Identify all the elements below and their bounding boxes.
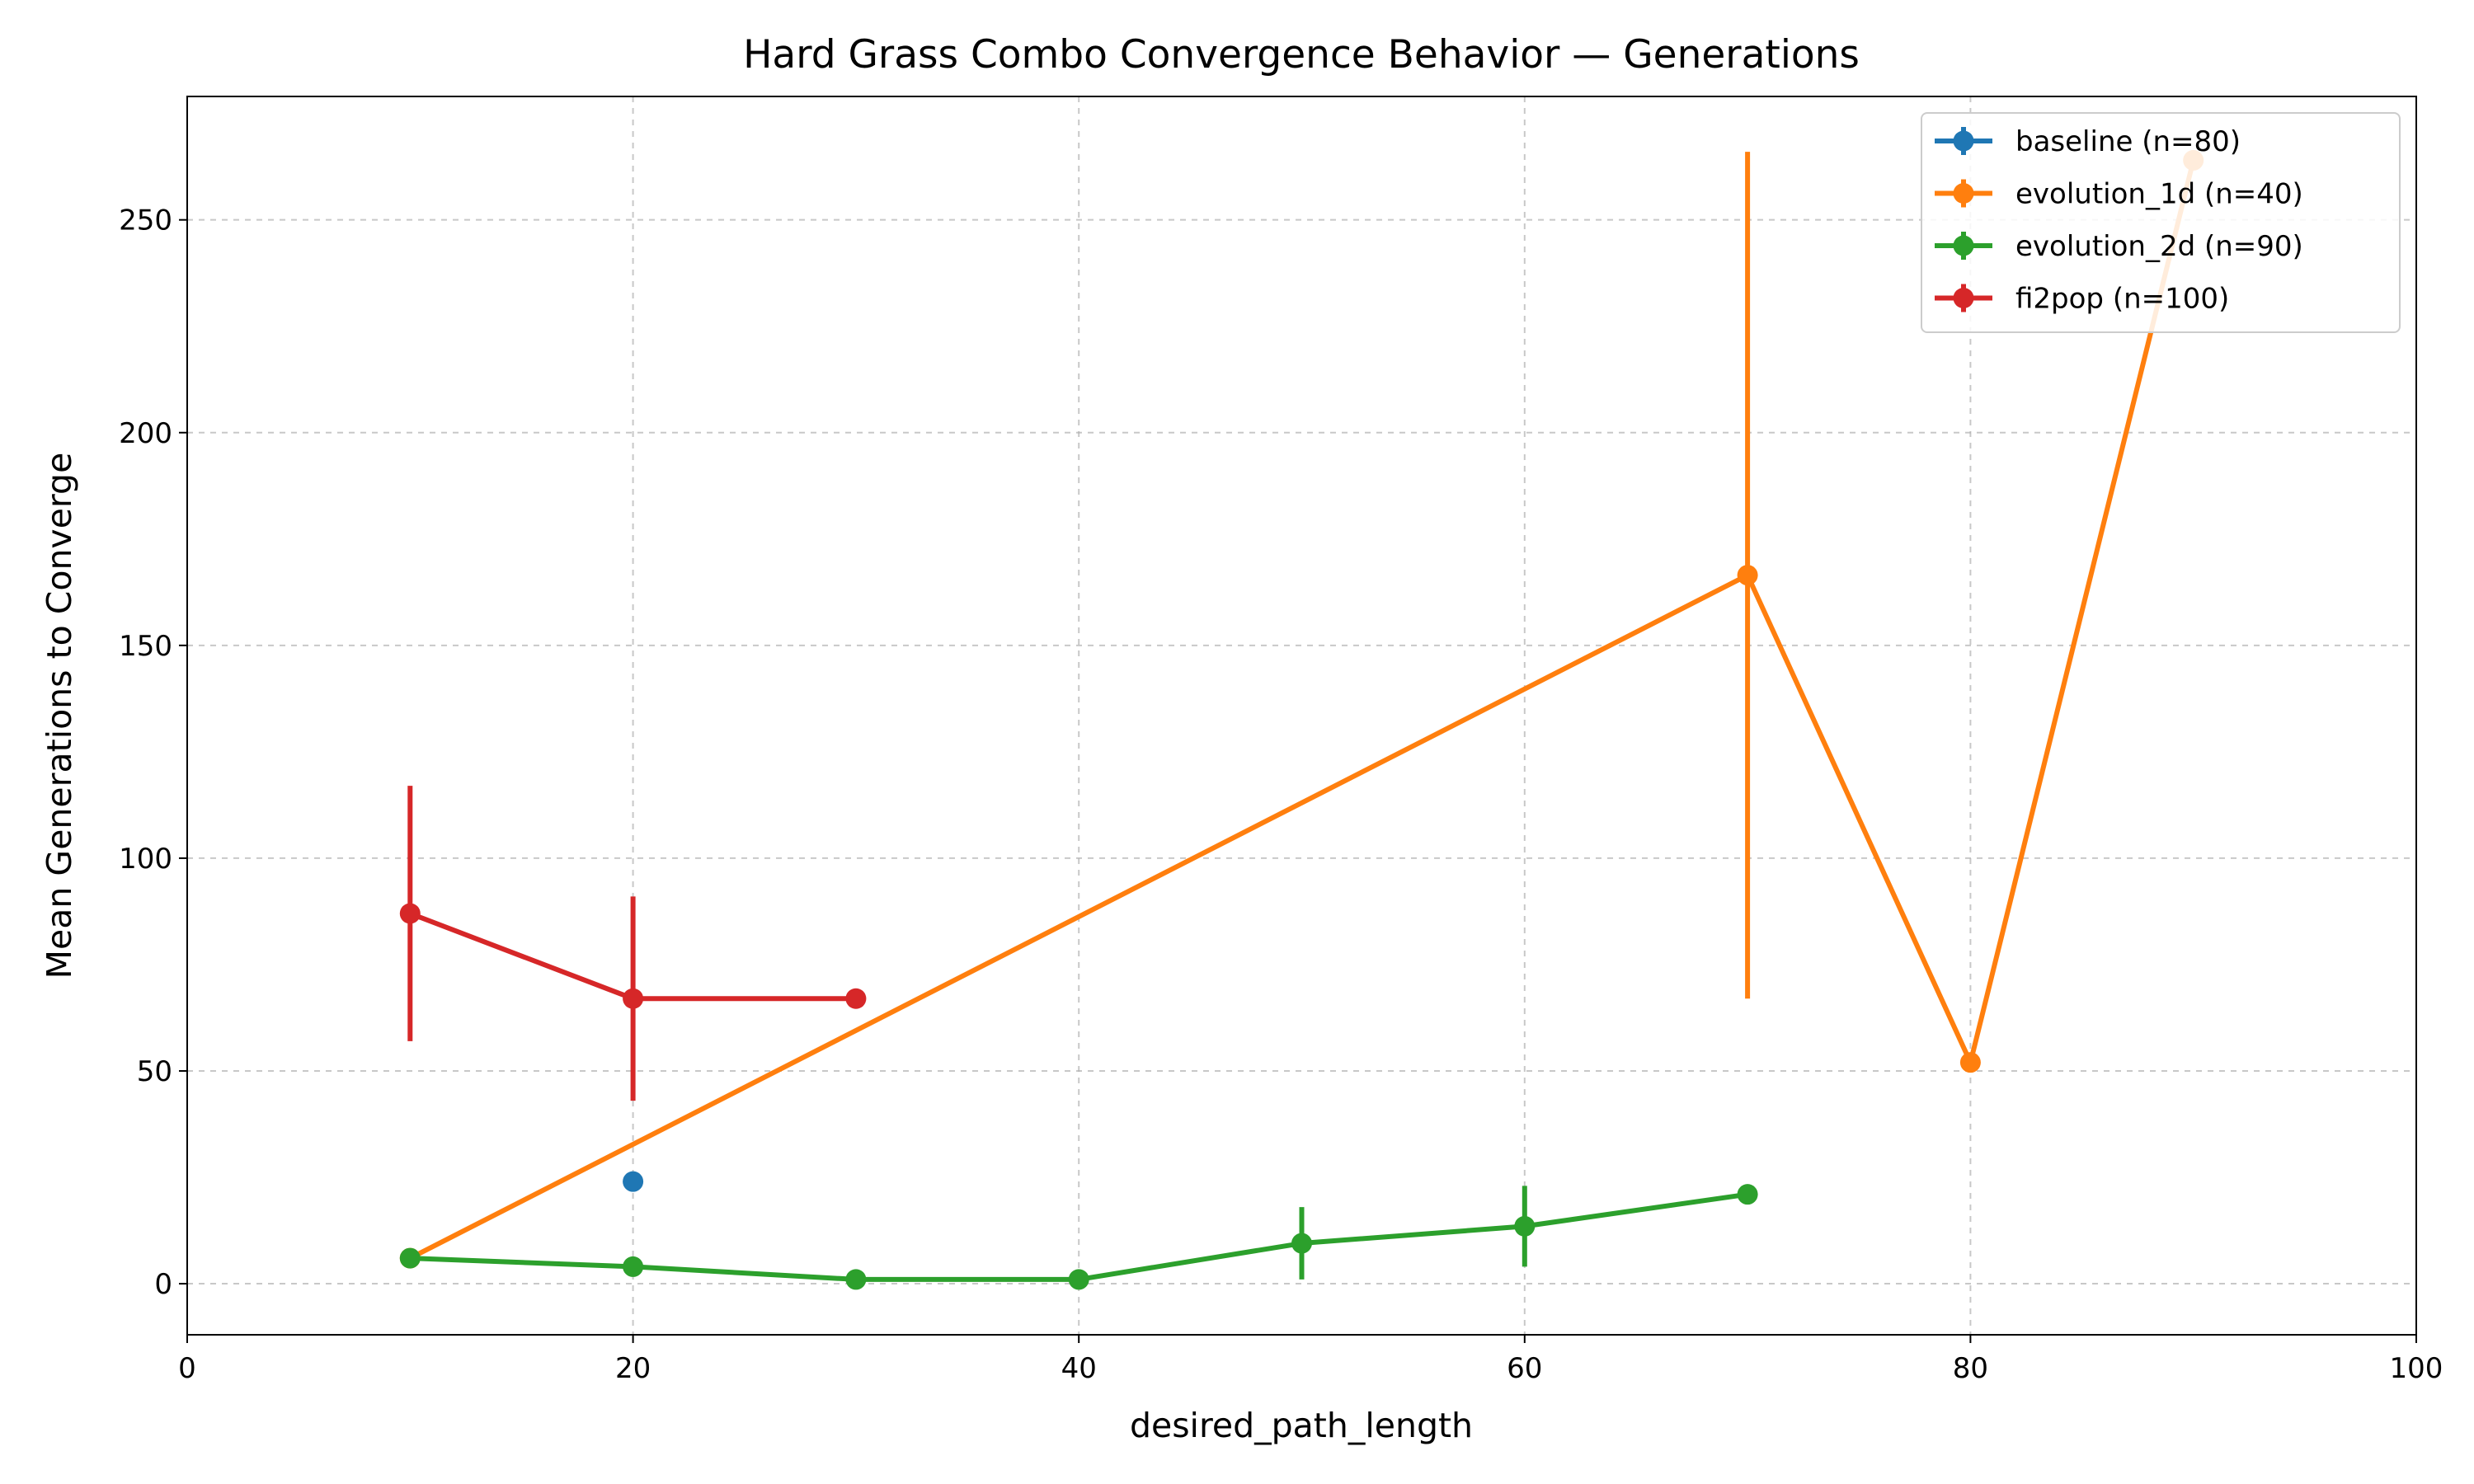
y-tick-label: 150 — [119, 630, 172, 663]
data-point — [1737, 1184, 1758, 1205]
legend-box — [1921, 112, 2401, 333]
series-2 — [399, 1184, 1758, 1290]
data-point — [1737, 565, 1758, 586]
y-tick-label: 250 — [119, 204, 172, 237]
y-tick-label: 50 — [137, 1055, 172, 1088]
legend: baseline (n=80) evolution_1d (n=40) evolut… — [1921, 112, 2401, 333]
x-tick-label: 80 — [1953, 1352, 1988, 1385]
legend-entry: evolution_2d (n=90) — [1935, 230, 2303, 263]
grid — [187, 96, 2416, 1335]
legend-label: fi2pop (n=100) — [2015, 283, 2229, 316]
data-point — [1291, 1233, 1312, 1254]
series-3 — [399, 786, 867, 1101]
y-tick-label: 100 — [119, 843, 172, 876]
x-tick-label: 40 — [1061, 1352, 1097, 1385]
data-point — [623, 1171, 644, 1192]
data-point — [399, 903, 421, 924]
data-point — [623, 988, 644, 1009]
x-tick-label: 20 — [615, 1352, 651, 1385]
ticks: 0 20 40 60 80 100 0 50 100 150 200 250 — [119, 204, 2443, 1385]
legend-label: baseline (n=80) — [2015, 125, 2241, 158]
plot-frame — [186, 96, 2417, 1336]
x-tick-label: 100 — [2390, 1352, 2443, 1385]
data-point — [845, 988, 867, 1009]
legend-marker — [1953, 130, 1974, 152]
x-tick-label: 60 — [1507, 1352, 1542, 1385]
series-layer — [399, 149, 2204, 1290]
legend-label: evolution_2d (n=90) — [2015, 230, 2303, 263]
data-point — [1514, 1215, 1536, 1237]
legend-marker — [1953, 288, 1974, 308]
chart-title: Hard Grass Combo Convergence Behavior — … — [743, 32, 1860, 77]
data-point — [1959, 1052, 1981, 1073]
data-point — [623, 1256, 644, 1277]
y-tick-label: 0 — [154, 1268, 172, 1301]
legend-entry: baseline (n=80) — [1935, 125, 2241, 158]
x-tick-label: 0 — [178, 1352, 196, 1385]
legend-entry: evolution_1d (n=40) — [1935, 178, 2303, 211]
series-0 — [623, 1171, 644, 1192]
series-line — [408, 159, 2196, 1261]
data-point — [845, 1269, 867, 1290]
legend-entry: fi2pop (n=100) — [1935, 283, 2229, 316]
legend-marker — [1953, 183, 1974, 204]
legend-label: evolution_1d (n=40) — [2015, 178, 2303, 211]
y-axis-label: Mean Generations to Converge — [40, 453, 79, 979]
legend-marker — [1953, 235, 1974, 256]
data-point — [1068, 1269, 1089, 1290]
data-point — [399, 1247, 421, 1269]
x-axis-label: desired_path_length — [1130, 1406, 1473, 1445]
y-tick-label: 200 — [119, 417, 172, 450]
